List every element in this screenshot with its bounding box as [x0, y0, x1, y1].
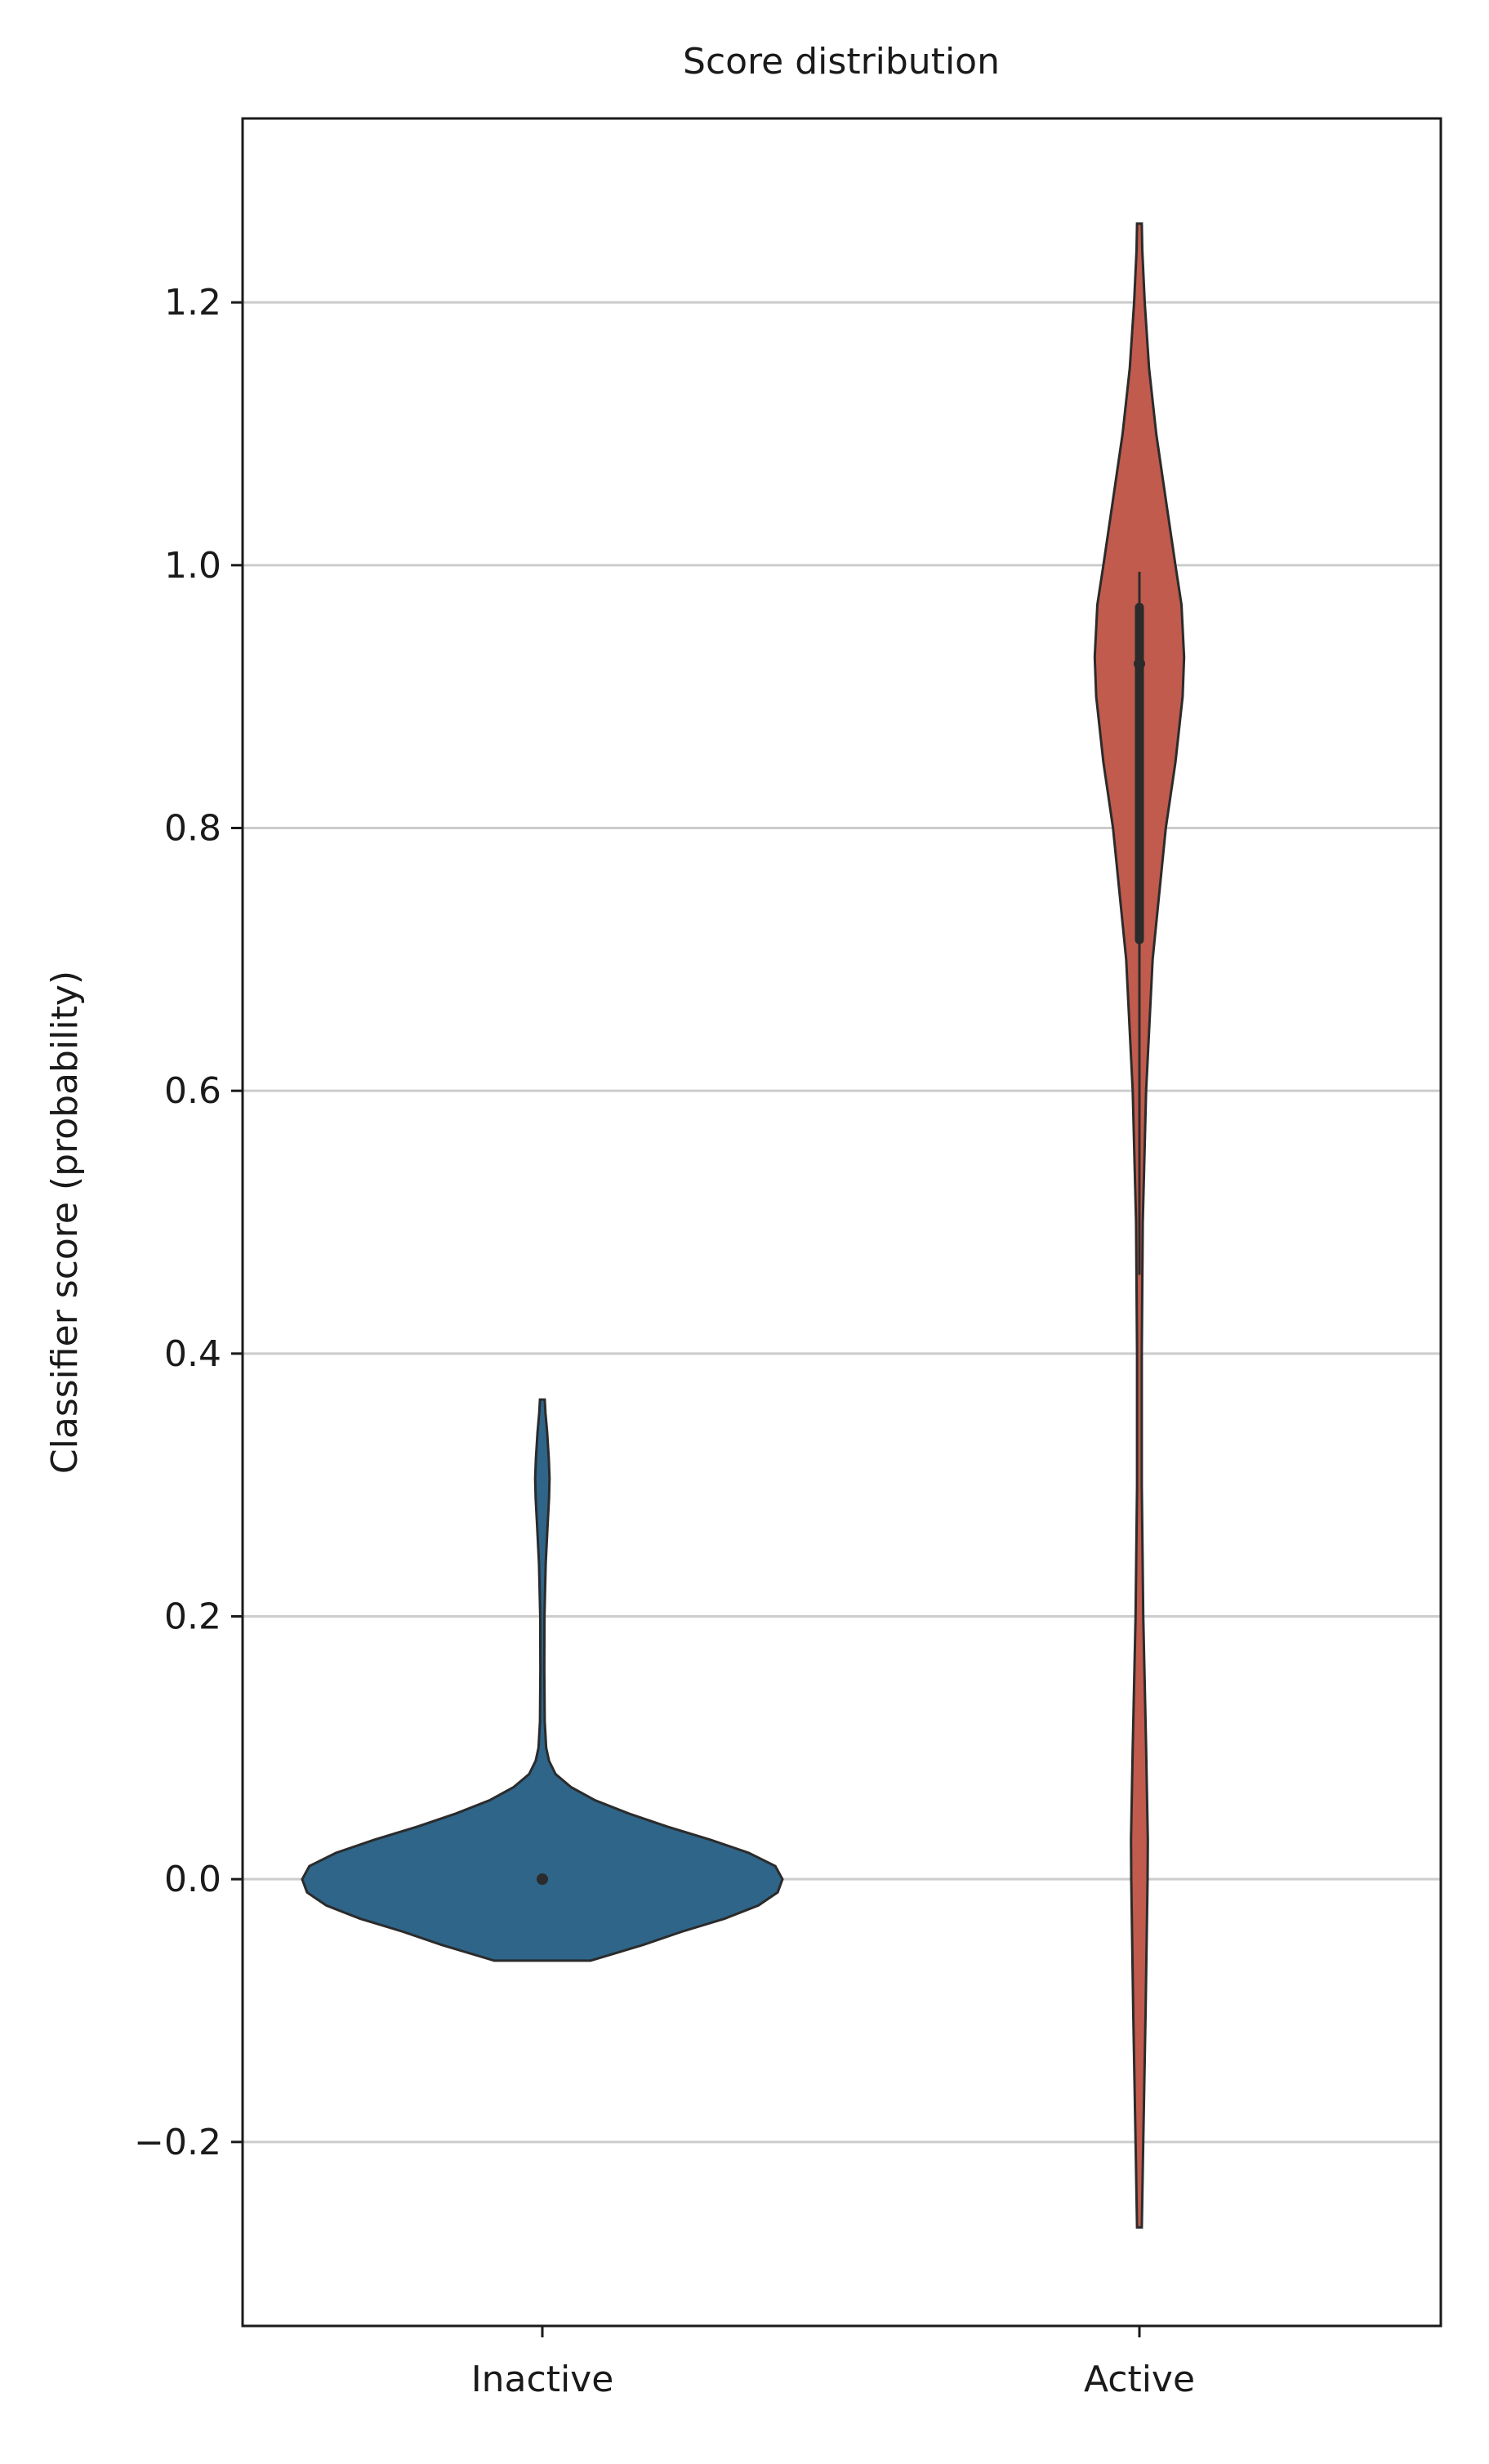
violin-inactive: [301, 1398, 784, 1962]
y-tick-label: 0.8: [164, 808, 221, 850]
y-tick-label: 0.0: [164, 1859, 221, 1900]
median-marker-inactive: [537, 1873, 548, 1886]
y-tick-label: 0.6: [164, 1070, 221, 1112]
y-tick-label: 0.4: [164, 1333, 221, 1375]
x-tick-label: Inactive: [471, 2359, 614, 2400]
y-axis-ticks: −0.2 0.0 0.2 0.4 0.6 0.8 1.0 1.2: [134, 282, 243, 2163]
y-tick-label: 0.2: [164, 1596, 221, 1638]
y-tick-label: 1.0: [164, 545, 221, 587]
median-marker-active: [1134, 658, 1145, 670]
y-tick-label: 1.2: [164, 282, 221, 324]
y-axis-label: Classifier score (probability): [44, 971, 86, 1474]
plot-frame: [241, 117, 1442, 2328]
x-axis-ticks: Inactive Active: [471, 2326, 1195, 2400]
y-tick-label: −0.2: [134, 2122, 221, 2163]
x-tick-label: Active: [1084, 2359, 1195, 2400]
violins: [301, 222, 1186, 2229]
chart-title: Score distribution: [683, 41, 1000, 83]
